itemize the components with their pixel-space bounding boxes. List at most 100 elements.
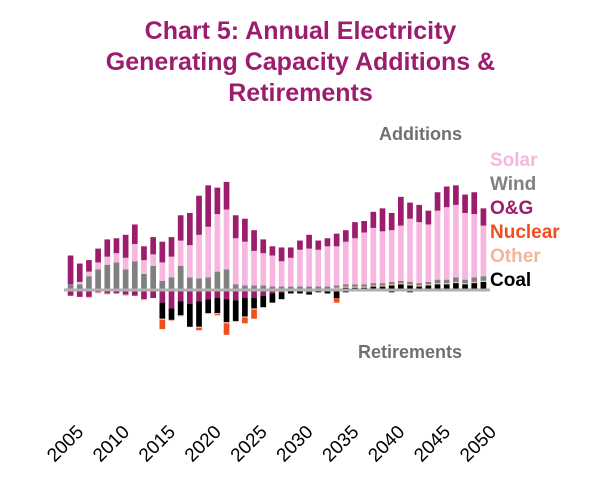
x-tick-label-2045: 2045 — [410, 422, 455, 467]
x-tick-label-2035: 2035 — [319, 422, 364, 467]
bar-addition-og-2026 — [260, 239, 267, 254]
bar-addition-solar-2036 — [352, 238, 358, 285]
bar-addition-solar-2037 — [361, 232, 367, 285]
bar-addition-wind-2015 — [159, 280, 166, 289]
bar-addition-coal-2042 — [407, 285, 413, 290]
bar-retirement-og-2014 — [150, 290, 156, 299]
bar-addition-wind-2021 — [214, 271, 221, 289]
bar-addition-solar-2006 — [76, 281, 83, 285]
bar-addition-og-2030 — [297, 240, 303, 250]
legend-other: Other — [490, 246, 541, 267]
bar-addition-og-2020 — [205, 185, 212, 227]
bar-addition-wind-2028 — [278, 286, 285, 289]
bar-addition-og-2022 — [223, 181, 230, 210]
bar-addition-og-2038 — [370, 211, 377, 228]
bar-addition-other-2047 — [453, 281, 459, 284]
bar-addition-og-2025 — [251, 230, 257, 251]
bar-addition-og-2010 — [113, 238, 120, 254]
bar-addition-solar-2014 — [150, 254, 156, 266]
bars-layer — [67, 181, 487, 335]
bar-addition-og-2014 — [150, 237, 156, 255]
bar-retirement-og-2024 — [242, 290, 248, 299]
bar-addition-coal-2038 — [370, 286, 377, 290]
bar-retirement-other-2019 — [196, 326, 202, 328]
bar-addition-solar-2009 — [104, 256, 111, 265]
bar-addition-other-2049 — [471, 281, 478, 284]
bar-addition-coal-2044 — [425, 285, 432, 290]
bar-addition-wind-2012 — [131, 261, 138, 289]
bar-addition-solar-2049 — [471, 214, 478, 278]
bar-addition-other-2044 — [425, 284, 432, 286]
bar-addition-og-2023 — [232, 215, 239, 239]
bar-retirement-og-2025 — [251, 290, 257, 299]
bar-addition-og-2021 — [214, 187, 221, 215]
bar-addition-solar-2046 — [443, 207, 450, 280]
bar-retirement-nuclear-2015 — [159, 319, 166, 330]
bar-retirement-nuclear-2022 — [223, 323, 230, 335]
bar-addition-solar-2028 — [278, 261, 285, 287]
bar-addition-wind-2050 — [480, 276, 487, 281]
bar-addition-og-2043 — [416, 204, 423, 223]
bar-addition-other-2037 — [361, 286, 367, 288]
bar-retirement-og-2020 — [205, 290, 212, 300]
bar-addition-solar-2041 — [398, 225, 404, 281]
bar-addition-og-2042 — [407, 202, 413, 219]
chart-title-line-1: Chart 5: Annual Electricity — [144, 17, 457, 45]
bar-retirement-other-2013 — [141, 299, 147, 301]
bar-retirement-og-2011 — [122, 290, 129, 295]
bar-addition-solar-2017 — [177, 240, 184, 266]
bar-addition-og-2018 — [187, 212, 193, 246]
legend-coal: Coal — [490, 270, 531, 291]
bar-addition-og-2040 — [388, 212, 395, 231]
bar-retirement-other-2011 — [122, 294, 129, 296]
bar-retirement-coal-2021 — [214, 298, 221, 313]
bar-retirement-og-2017 — [177, 290, 184, 302]
chart-title-line-2: Generating Capacity Additions & — [105, 48, 496, 76]
x-axis-ticks: 2005 2010 2015 2020 2025 2030 2035 2040 2045 2050 — [43, 422, 501, 467]
bar-addition-solar-2026 — [260, 253, 267, 286]
bar-addition-wind-2035 — [342, 284, 349, 287]
bar-retirement-og-2019 — [196, 290, 202, 302]
bar-retirement-og-2022 — [223, 290, 230, 300]
legend: Solar Wind O&G Nuclear Other Coal — [490, 150, 560, 291]
bar-retirement-nuclear-2021 — [214, 314, 221, 316]
bar-addition-wind-2048 — [462, 279, 468, 284]
bar-addition-solar-2040 — [388, 230, 395, 282]
bar-addition-other-2035 — [342, 286, 349, 288]
legend-og: O&G — [490, 198, 533, 219]
bar-addition-other-2042 — [407, 284, 413, 286]
bar-addition-coal-2043 — [416, 286, 423, 290]
bar-addition-og-2007 — [86, 260, 92, 272]
bar-addition-solar-2027 — [269, 255, 276, 287]
bar-retirement-og-2013 — [141, 290, 147, 300]
bar-addition-solar-2048 — [462, 212, 468, 280]
bar-addition-wind-2047 — [453, 277, 459, 282]
bar-addition-solar-2018 — [187, 245, 193, 278]
x-tick-label-2020: 2020 — [181, 422, 226, 467]
bar-addition-solar-2016 — [168, 256, 175, 278]
bar-retirement-coal-2030 — [297, 291, 303, 294]
bar-addition-og-2024 — [242, 218, 248, 242]
bar-retirement-coal-2028 — [278, 292, 285, 300]
bar-addition-solar-2024 — [242, 241, 248, 286]
bar-retirement-other-2015 — [159, 318, 166, 320]
bar-retirement-og-2005 — [67, 290, 74, 296]
bar-addition-og-2049 — [471, 192, 478, 215]
x-tick-label-2040: 2040 — [364, 422, 409, 467]
bar-addition-og-2044 — [425, 210, 432, 225]
bar-addition-wind-2006 — [76, 284, 83, 290]
bar-retirement-og-2012 — [131, 290, 138, 296]
bar-retirement-coal-2033 — [324, 291, 331, 294]
bar-addition-wind-2007 — [86, 276, 92, 290]
x-tick-label-2010: 2010 — [89, 422, 134, 467]
bar-addition-wind-2044 — [425, 281, 432, 285]
bar-addition-wind-2038 — [370, 283, 377, 286]
bar-addition-wind-2024 — [242, 285, 248, 289]
bar-retirement-og-2007 — [86, 290, 92, 297]
bar-addition-og-2013 — [141, 246, 147, 261]
bar-retirement-coal-2034 — [333, 291, 340, 299]
bar-addition-solar-2008 — [95, 262, 101, 270]
bar-addition-solar-2010 — [113, 253, 120, 263]
bar-addition-og-2033 — [324, 238, 331, 247]
